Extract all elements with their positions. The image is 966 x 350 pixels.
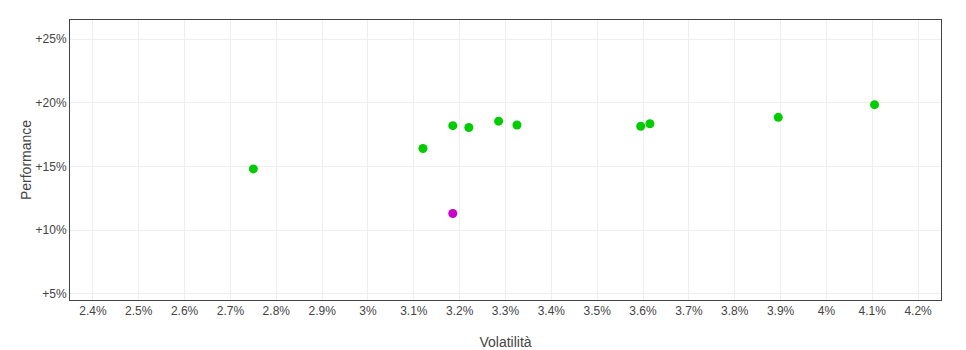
- svg-text:3.1%: 3.1%: [400, 304, 428, 318]
- svg-text:+5%: +5%: [42, 287, 67, 301]
- svg-text:3.6%: 3.6%: [629, 304, 657, 318]
- svg-text:3.2%: 3.2%: [446, 304, 474, 318]
- svg-text:2.7%: 2.7%: [217, 304, 245, 318]
- svg-text:2.8%: 2.8%: [263, 304, 291, 318]
- svg-text:2.5%: 2.5%: [125, 304, 153, 318]
- svg-text:3.4%: 3.4%: [538, 304, 566, 318]
- svg-text:3.7%: 3.7%: [675, 304, 703, 318]
- svg-text:4%: 4%: [818, 304, 836, 318]
- svg-text:2.6%: 2.6%: [171, 304, 199, 318]
- svg-text:+15%: +15%: [36, 160, 67, 174]
- svg-text:4.1%: 4.1%: [859, 304, 887, 318]
- svg-text:3.8%: 3.8%: [721, 304, 749, 318]
- svg-text:Performance: Performance: [18, 120, 34, 200]
- svg-text:3%: 3%: [359, 304, 377, 318]
- svg-text:2.4%: 2.4%: [79, 304, 107, 318]
- svg-text:+20%: +20%: [36, 96, 67, 110]
- svg-text:3.9%: 3.9%: [767, 304, 795, 318]
- svg-text:+10%: +10%: [36, 223, 67, 237]
- svg-text:3.3%: 3.3%: [492, 304, 520, 318]
- svg-text:3.5%: 3.5%: [584, 304, 612, 318]
- svg-text:+25%: +25%: [36, 32, 67, 46]
- svg-text:2.9%: 2.9%: [308, 304, 336, 318]
- svg-text:4.2%: 4.2%: [904, 304, 932, 318]
- svg-text:Volatilità: Volatilità: [479, 334, 531, 350]
